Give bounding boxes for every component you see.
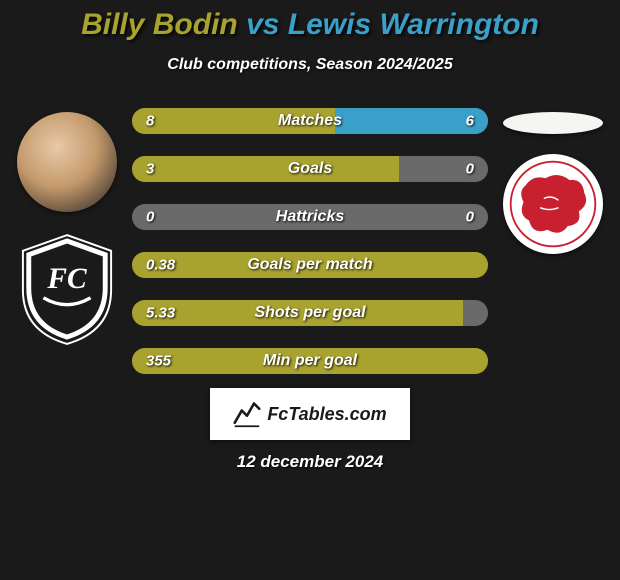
stat-row: 8 Matches 6 [132, 108, 488, 134]
svg-text:FC: FC [46, 263, 87, 295]
stat-row: 355 Min per goal [132, 348, 488, 374]
stat-label: Goals per match [247, 256, 372, 274]
main-content: FC 8 Matches 6 3 Goals 0 0 Hattricks 0 0.38 Goals … [0, 104, 620, 374]
stat-row: 0 Hattricks 0 [132, 204, 488, 230]
stat-value-left: 5.33 [146, 305, 175, 322]
player1-club-badge: FC [18, 232, 116, 347]
stat-label: Matches [278, 112, 342, 130]
stat-row: 5.33 Shots per goal [132, 300, 488, 326]
right-column [498, 104, 608, 254]
stat-value-left: 0 [146, 209, 154, 226]
chart-icon [233, 400, 261, 428]
stat-label: Shots per goal [254, 304, 365, 322]
stat-value-left: 8 [146, 113, 154, 130]
stat-bars: 8 Matches 6 3 Goals 0 0 Hattricks 0 0.38 Goals per… [132, 104, 488, 374]
player2-avatar [503, 112, 603, 134]
date-label: 12 december 2024 [0, 452, 620, 472]
stat-label: Goals [288, 160, 332, 178]
stat-fill-left [132, 156, 399, 182]
stat-value-left: 355 [146, 353, 171, 370]
stat-label: Hattricks [276, 208, 344, 226]
stat-value-left: 0.38 [146, 257, 175, 274]
player2-club-badge [503, 154, 603, 254]
stat-label: Min per goal [263, 352, 357, 370]
stat-value-right: 6 [466, 113, 474, 130]
player2-name: Lewis Warrington [288, 8, 539, 41]
player1-avatar [17, 112, 117, 212]
page-title: Billy Bodin vs Lewis Warrington [0, 8, 620, 42]
stat-value-right: 0 [466, 161, 474, 178]
stat-row: 0.38 Goals per match [132, 252, 488, 278]
vs-text: vs [246, 8, 279, 41]
stat-value-right: 0 [466, 209, 474, 226]
dragon-badge-icon [507, 158, 599, 250]
comparison-card: Billy Bodin vs Lewis Warrington Club com… [0, 0, 620, 580]
stat-row: 3 Goals 0 [132, 156, 488, 182]
left-column: FC [12, 104, 122, 347]
subtitle: Club competitions, Season 2024/2025 [0, 56, 620, 74]
stat-value-left: 3 [146, 161, 154, 178]
player1-name: Billy Bodin [81, 8, 238, 41]
shield-icon: FC [18, 232, 116, 347]
brand-label: FcTables.com [267, 404, 386, 425]
brand-badge: FcTables.com [210, 388, 410, 440]
